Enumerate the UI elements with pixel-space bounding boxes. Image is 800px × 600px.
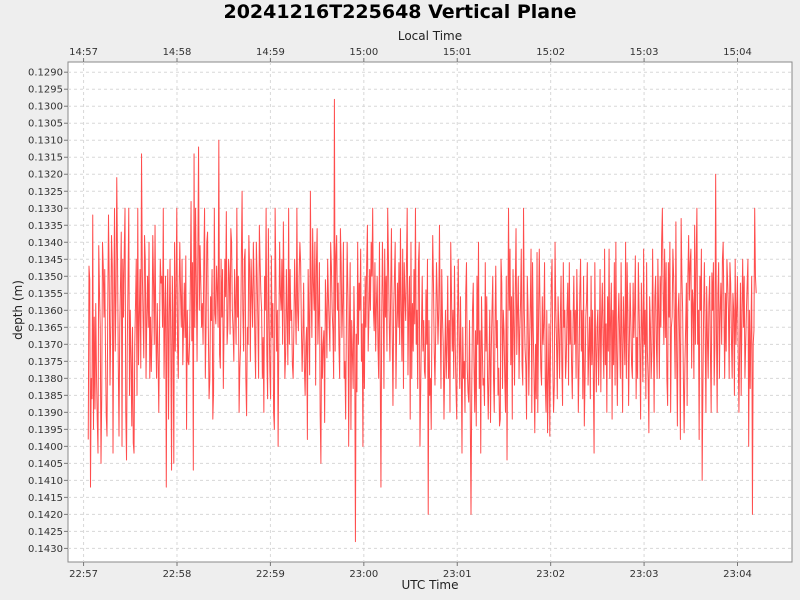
- y-tick-label: 0.1355: [28, 289, 63, 300]
- plot-area: [67, 61, 793, 563]
- y-tick-label: 0.1375: [28, 357, 63, 368]
- y-tick-label: 0.1330: [28, 204, 63, 215]
- series-layer: [87, 98, 757, 543]
- x-tick-label: 23:03: [630, 569, 659, 580]
- x-axis-label: UTC Time: [401, 578, 459, 592]
- x-axis-ticks: 22:57 22:58 22:59 23:00 23:01 23:02 23:03 23:04: [69, 562, 752, 580]
- top-tick-label: 14:59: [256, 47, 285, 58]
- top-tick-label: 15:01: [443, 47, 472, 58]
- y-tick-label: 0.1350: [28, 272, 63, 283]
- top-tick-label: 14:57: [69, 47, 98, 58]
- y-tick-label: 0.1410: [28, 476, 63, 487]
- y-tick-label: 0.1315: [28, 153, 63, 164]
- y-tick-label: 0.1415: [28, 493, 63, 504]
- grid-lines: [68, 62, 792, 562]
- top-tick-label: 14:58: [163, 47, 192, 58]
- y-tick-label: 0.1320: [28, 170, 63, 181]
- x-tick-label: 23:04: [723, 569, 752, 580]
- x-tick-label: 22:57: [69, 569, 98, 580]
- y-tick-label: 0.1325: [28, 187, 63, 198]
- y-tick-label: 0.1290: [28, 68, 63, 79]
- x-tick-label: 23:01: [443, 569, 472, 580]
- y-tick-label: 0.1405: [28, 459, 63, 470]
- y-tick-label: 0.1365: [28, 323, 63, 334]
- y-tick-label: 0.1390: [28, 408, 63, 419]
- x-tick-label: 22:58: [163, 569, 192, 580]
- y-tick-label: 0.1305: [28, 119, 63, 130]
- y-tick-label: 0.1395: [28, 425, 63, 436]
- top-tick-label: 15:00: [349, 47, 378, 58]
- series-line: [87, 98, 757, 543]
- y-tick-label: 0.1335: [28, 221, 63, 232]
- top-tick-label: 15:03: [630, 47, 659, 58]
- x-tick-label: 23:02: [536, 569, 565, 580]
- chart-title: 20241216T225648 Vertical Plane: [223, 1, 577, 23]
- x-tick-label: 22:59: [256, 569, 285, 580]
- y-tick-label: 0.1425: [28, 527, 63, 538]
- y-tick-label: 0.1370: [28, 340, 63, 351]
- y-tick-label: 0.1385: [28, 391, 63, 402]
- y-tick-label: 0.1430: [28, 544, 63, 555]
- y-axis-ticks: 0.1290 0.1295 0.1300 0.1305 0.1310 0.1315 0.13…: [28, 68, 68, 555]
- y-tick-label: 0.1345: [28, 255, 63, 266]
- y-tick-label: 0.1295: [28, 85, 63, 96]
- top-axis-label: Local Time: [397, 29, 463, 43]
- y-tick-label: 0.1400: [28, 442, 63, 453]
- y-tick-label: 0.1420: [28, 510, 63, 521]
- y-tick-label: 0.1340: [28, 238, 63, 249]
- y-tick-label: 0.1300: [28, 102, 63, 113]
- y-tick-label: 0.1310: [28, 136, 63, 147]
- y-tick-label: 0.1360: [28, 306, 63, 317]
- top-tick-label: 15:02: [536, 47, 565, 58]
- x-tick-label: 23:00: [349, 569, 378, 580]
- top-axis-ticks: 14:57 14:58 14:59 15:00 15:01 15:02 15:03 15:04: [69, 47, 752, 62]
- top-tick-label: 15:04: [723, 47, 752, 58]
- y-tick-label: 0.1380: [28, 374, 63, 385]
